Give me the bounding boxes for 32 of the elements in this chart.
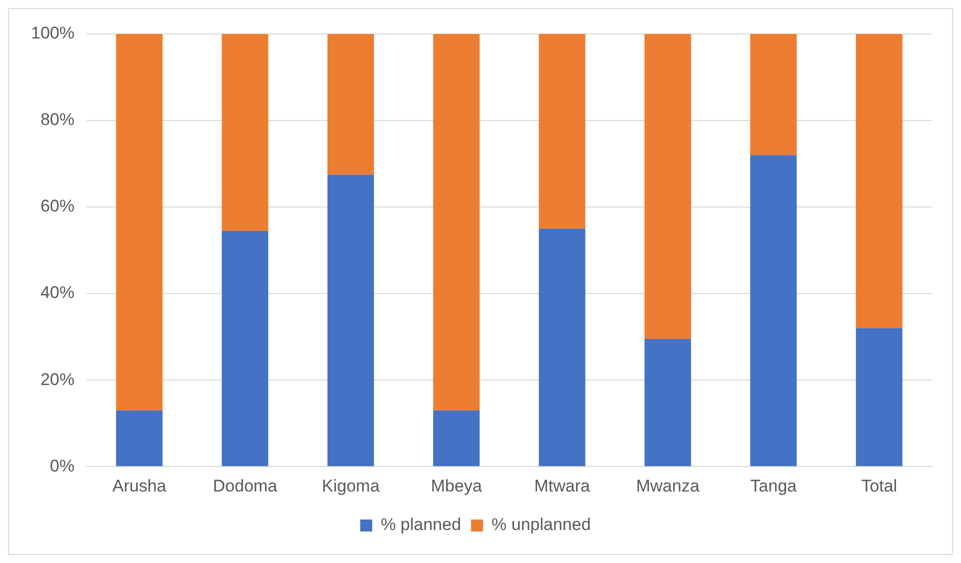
bar (222, 34, 268, 231)
x-tick-label: Mtwara (534, 476, 590, 496)
x-tick-label: Tanga (750, 476, 798, 496)
x-tick-label: Dodoma (212, 476, 278, 496)
x-tick-label: Kigoma (322, 476, 380, 496)
bar (433, 410, 480, 466)
bar (327, 174, 374, 466)
bar (433, 34, 480, 410)
x-tick-label: Total (861, 476, 898, 496)
y-tick-label: 40% (40, 283, 74, 302)
bar (644, 338, 692, 466)
bar (116, 34, 163, 410)
bar (222, 230, 268, 466)
bar (116, 410, 163, 466)
x-tick-label: Arusha (112, 476, 167, 496)
y-tick-label: 0% (50, 456, 74, 476)
legend-label: % planned (380, 515, 462, 534)
y-tick-label: 80% (40, 110, 74, 130)
y-tick-label: 100% (30, 24, 74, 43)
bar (538, 34, 586, 229)
legend-label: % unplanned (492, 515, 591, 534)
bar (327, 34, 374, 175)
y-tick-label: 60% (40, 196, 74, 216)
bar (538, 228, 586, 466)
bar (750, 34, 797, 156)
bar (644, 34, 692, 339)
bar (750, 155, 797, 466)
y-tick-label: 20% (40, 370, 74, 389)
x-tick-label: Mbeya (430, 476, 482, 496)
bar (856, 34, 902, 328)
bar (856, 328, 902, 466)
x-tick-label: Mwanza (636, 476, 700, 496)
